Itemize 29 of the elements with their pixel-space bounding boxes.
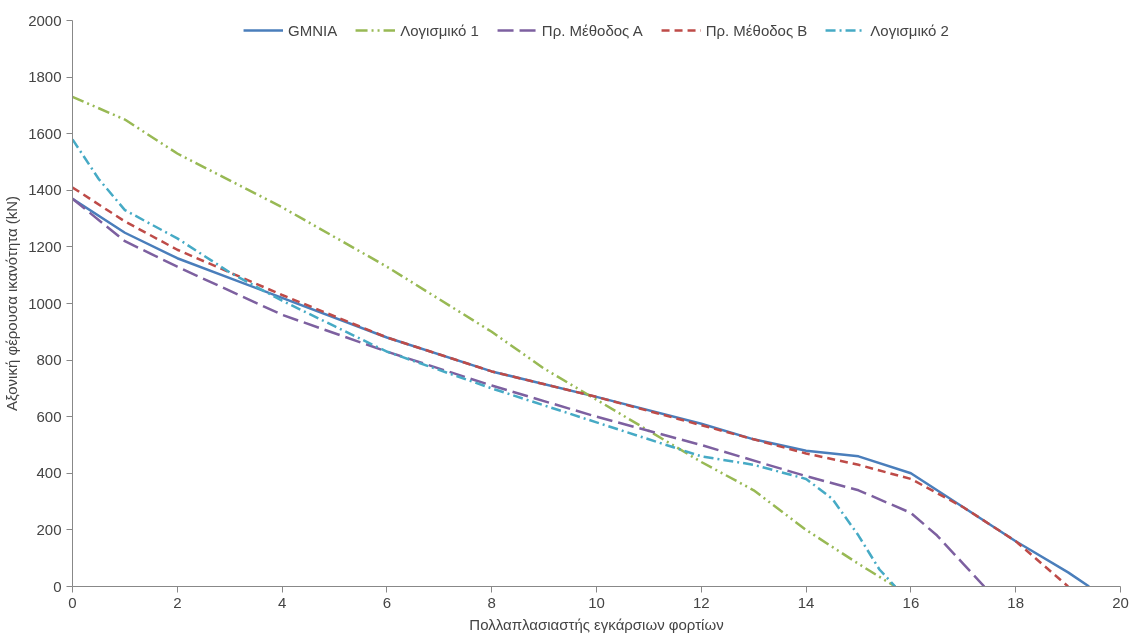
x-tick-label: 18 [1007,593,1025,611]
x-tick-label: 12 [692,593,710,611]
y-tick-label: 1400 [28,181,62,199]
x-tick-label: 16 [902,593,920,611]
x-tick-label: 14 [797,593,815,611]
y-tick-label: 1200 [28,237,62,255]
x-tick-label: 8 [487,593,496,611]
y-axis-title: Αξονική φέρουσα ικανότητα (kN) [3,195,21,412]
y-tick-label: 400 [36,464,62,482]
x-tick-label: 20 [1112,593,1129,611]
y-tick-label: 1800 [28,68,62,86]
y-tick-label: 800 [36,351,62,369]
x-tick-label: 0 [68,593,77,611]
y-tick-label: 1600 [28,124,62,142]
legend-label: Λογισμικό 1 [400,21,479,39]
x-tick-label: 6 [382,593,392,611]
legend-label: Λογισμικό 2 [870,21,949,39]
legend-label: Πρ. Μέθοδος Β [705,21,808,39]
legend-label: Πρ. Μέθοδος Α [541,21,643,39]
y-tick-label: 600 [36,407,62,425]
legend-label: GMNIA [288,21,338,39]
x-tick-label: 2 [173,593,182,611]
x-tick-label: 10 [588,593,605,611]
y-tick-label: 200 [36,520,62,538]
x-tick-label: 4 [277,593,287,611]
y-tick-label: 1000 [28,294,62,312]
y-tick-label: 2000 [28,11,62,29]
x-axis-title: Πολλαπλασιαστής εγκάρσιων φορτίων [469,615,724,633]
y-tick-label: 0 [53,577,62,595]
